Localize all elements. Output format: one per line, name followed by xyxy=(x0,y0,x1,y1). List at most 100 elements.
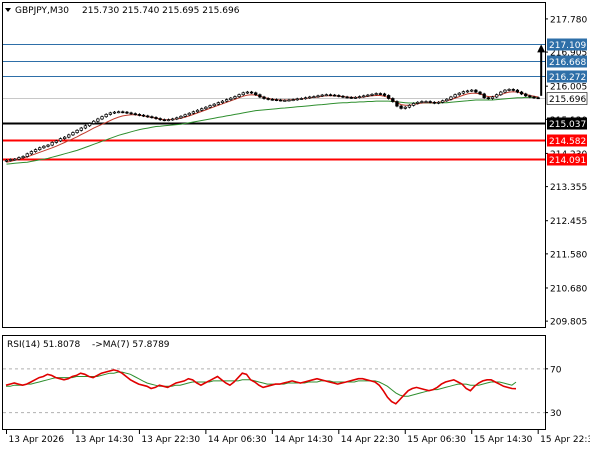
time-tick-label-4: 14 Apr 14:30 xyxy=(274,435,333,445)
level-label-box-0 xyxy=(547,38,587,51)
candle-body-120 xyxy=(503,89,507,93)
candle-body-109 xyxy=(457,92,461,96)
time-axis: 13 Apr 2026 13 Apr 14:30 13 Apr 22:30 14 Ap… xyxy=(5,430,590,445)
candle-body-56 xyxy=(237,94,241,97)
candle-body-3 xyxy=(17,157,21,160)
candle-body-18 xyxy=(79,127,83,131)
arrow-head-icon xyxy=(537,44,546,53)
level-label-5: 214.091 xyxy=(549,156,586,166)
candle-body-9 xyxy=(42,145,46,149)
candle-body-7 xyxy=(33,149,38,152)
candle-body-110 xyxy=(461,91,466,94)
level-label-box-3 xyxy=(547,117,587,130)
candle-body-68 xyxy=(287,99,291,102)
candle-body-43 xyxy=(183,114,187,117)
ma-slow-line xyxy=(6,96,539,165)
candle-body-15 xyxy=(67,134,71,138)
candle-body-107 xyxy=(449,96,453,100)
candle-body-53 xyxy=(224,99,229,102)
candle-body-118 xyxy=(494,94,499,98)
target-arrow xyxy=(537,44,546,96)
candle-body-36 xyxy=(154,117,158,119)
candle-body-42 xyxy=(179,115,183,119)
candle-body-47 xyxy=(200,108,204,111)
candle-body-32 xyxy=(137,114,142,116)
candle-body-19 xyxy=(83,125,88,129)
candle-body-96 xyxy=(403,106,407,109)
collapse-triangle-icon[interactable] xyxy=(5,8,11,12)
price-tick-label-8: 210.680 xyxy=(550,284,587,294)
candle-body-77 xyxy=(324,94,328,97)
level-label-2: 216.272 xyxy=(549,73,586,83)
candle-body-20 xyxy=(87,123,92,127)
candle-body-84 xyxy=(353,97,358,99)
candle-body-6 xyxy=(29,151,34,155)
candle-body-73 xyxy=(308,96,312,99)
candle-body-65 xyxy=(274,99,279,101)
ohlc-values: 215.730 215.740 215.695 215.696 xyxy=(82,6,240,16)
level-label-3: 215.037 xyxy=(549,120,586,130)
candle-body-116 xyxy=(486,97,490,100)
candle-body-119 xyxy=(499,91,503,96)
candle-body-80 xyxy=(337,95,341,97)
price-tick-label-9: 209.805 xyxy=(550,318,587,328)
candle-body-29 xyxy=(125,111,129,114)
candle-body-34 xyxy=(146,115,150,118)
candle-body-30 xyxy=(129,112,133,115)
candle-body-63 xyxy=(266,98,270,100)
candle-body-51 xyxy=(216,102,220,105)
candle-body-83 xyxy=(349,97,353,99)
candle-body-23 xyxy=(100,116,104,120)
candle-body-75 xyxy=(316,95,320,98)
time-tick-label-3: 14 Apr 06:30 xyxy=(208,435,267,445)
candle-body-69 xyxy=(291,99,295,101)
candle-body-98 xyxy=(411,103,416,106)
candle-body-127 xyxy=(532,96,536,99)
candle-body-101 xyxy=(424,101,428,103)
candle-body-79 xyxy=(332,94,337,97)
time-tick-label-7: 15 Apr 14:30 xyxy=(474,435,533,445)
candle-body-114 xyxy=(478,91,482,95)
candle-body-113 xyxy=(474,89,478,93)
candle-body-72 xyxy=(303,97,308,100)
rsi-tick-label-1: 30 xyxy=(550,409,562,419)
candle-body-25 xyxy=(108,112,112,115)
candle-body-37 xyxy=(158,118,162,121)
candle-body-60 xyxy=(254,92,258,96)
price-tick-label-2: 216.005 xyxy=(550,83,587,93)
time-tick-label-0: 13 Apr 2026 xyxy=(8,435,64,445)
candle-body-33 xyxy=(141,114,146,117)
candle-body-54 xyxy=(229,97,233,100)
candle-body-26 xyxy=(112,111,117,114)
candle-body-38 xyxy=(162,119,166,122)
candle-body-39 xyxy=(166,119,171,122)
candle-body-111 xyxy=(465,90,470,93)
candle-body-93 xyxy=(391,98,395,102)
candlesticks xyxy=(4,88,540,163)
level-label-0: 217.109 xyxy=(549,41,586,51)
price-tick-label-6: 212.455 xyxy=(550,217,587,227)
candle-body-35 xyxy=(150,116,154,119)
candle-body-58 xyxy=(245,91,250,94)
time-tick-label-6: 15 Apr 06:30 xyxy=(407,435,466,445)
candle-body-14 xyxy=(62,136,67,140)
candle-body-99 xyxy=(416,101,420,104)
symbol-timeframe: GBPJPY,M30 xyxy=(15,6,69,16)
rsi-tick-label-0: 70 xyxy=(550,365,562,375)
time-tick-label-5: 14 Apr 22:30 xyxy=(341,435,400,445)
candle-body-71 xyxy=(299,98,304,100)
candle-body-57 xyxy=(241,92,245,96)
candle-body-91 xyxy=(382,93,387,96)
candle-body-78 xyxy=(328,94,333,97)
level-label-box-2 xyxy=(547,70,587,83)
candle-body-92 xyxy=(386,95,391,99)
candle-body-103 xyxy=(432,101,436,104)
rsi-title: RSI(14) 51.8078 xyxy=(7,340,80,350)
current-price-label: 215.696 xyxy=(549,95,586,105)
candle-body-16 xyxy=(71,132,75,136)
candle-body-89 xyxy=(374,93,378,95)
level-labels: 217.109 216.668 216.272 215.037 214.582 214.0… xyxy=(546,38,588,166)
candle-body-102 xyxy=(428,101,432,103)
